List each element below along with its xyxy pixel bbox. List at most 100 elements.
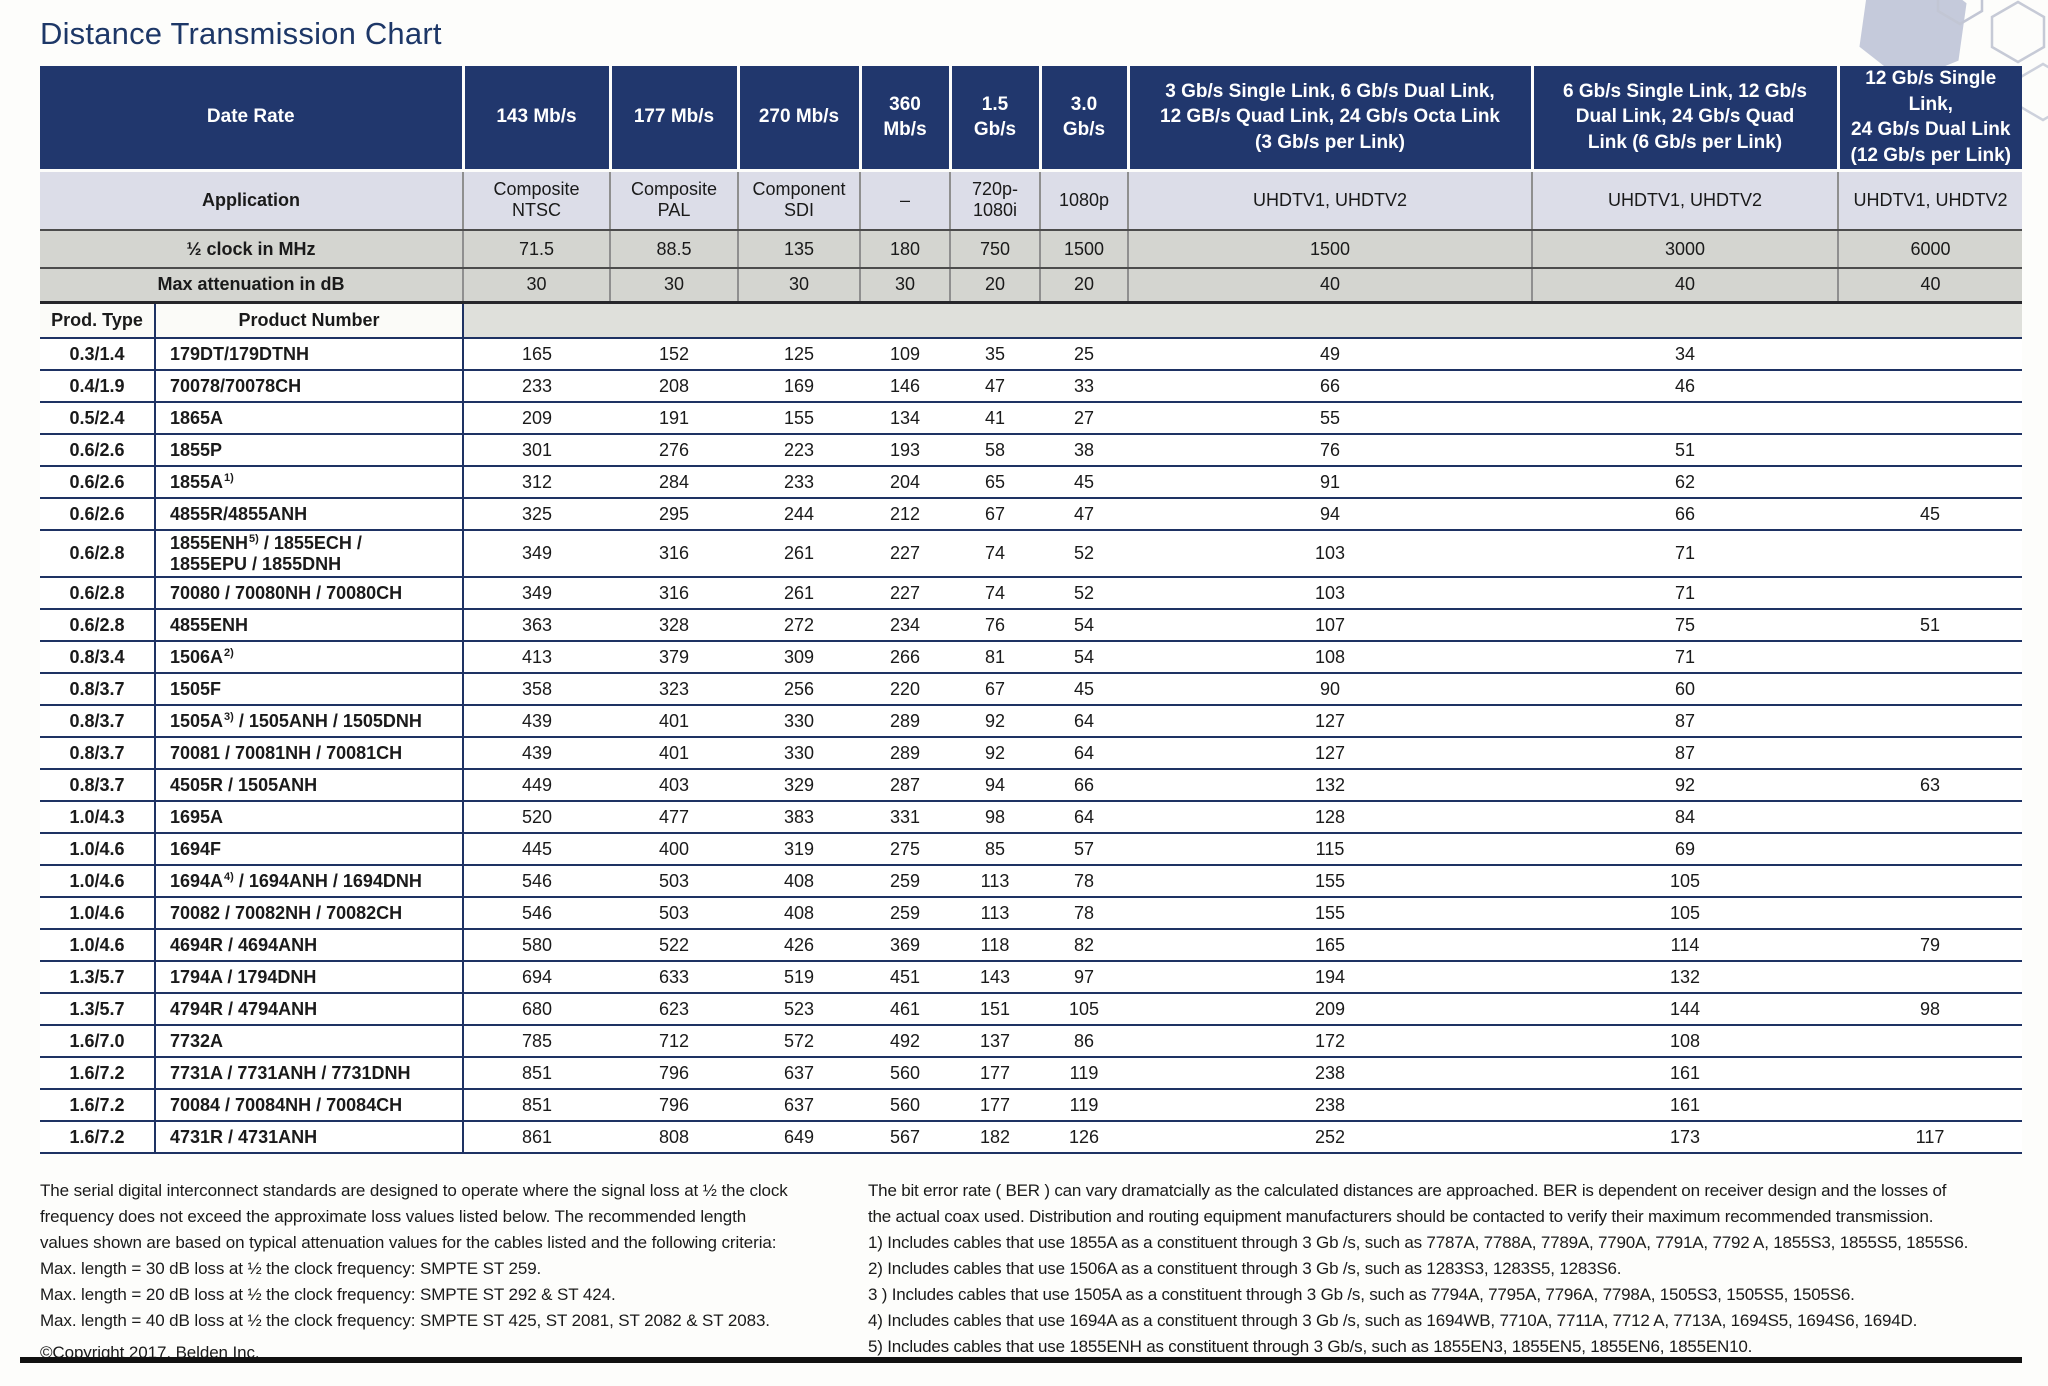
distance-value-cell: 47 — [1040, 498, 1128, 532]
product-name: 4855ENH — [170, 615, 249, 636]
distance-value-cell: 113 — [950, 897, 1040, 931]
distance-value-cell: 128 — [1128, 801, 1532, 835]
distance-value-cell: 316 — [610, 577, 738, 611]
prod-type-cell: 0.8/3.7 — [40, 737, 156, 771]
distance-value-cell: 261 — [738, 530, 860, 579]
distance-value-cell: 383 — [738, 801, 860, 835]
distance-value-cell — [1838, 961, 2022, 995]
distance-value-cell: 155 — [738, 402, 860, 436]
product-number-cell: 1794A / 1794DNH — [155, 961, 464, 995]
distance-value-cell: 227 — [860, 530, 950, 579]
prod-type-cell: 0.3/1.4 — [40, 338, 156, 372]
distance-value-cell: 45 — [1040, 466, 1128, 500]
product-number-cell: 1506A2) — [155, 641, 464, 675]
distance-value-cell: 66 — [1532, 498, 1838, 532]
distance-value-cell: 712 — [610, 1025, 738, 1059]
product-name: 1695A — [170, 807, 224, 828]
table-row: 0.3/1.4 179DT/179DTNH 165 152 125 109 35 25 49 34 — [40, 338, 2022, 372]
distance-value-cell: 287 — [860, 769, 950, 803]
distance-value-cell: 119 — [1040, 1089, 1128, 1123]
product-number-cell: 1855ENH5) / 1855ECH / 1855EPU / 1855DNH — [155, 530, 464, 579]
distance-value-cell: 54 — [1040, 609, 1128, 643]
prod-type-cell: 1.0/4.6 — [40, 929, 156, 963]
prod-type-cell: 0.8/3.4 — [40, 641, 156, 675]
prod-type-cell: 0.6/2.6 — [40, 466, 156, 500]
header-prod-type: Prod. Type — [40, 302, 156, 340]
distance-value-cell: 165 — [463, 338, 610, 372]
distance-value-cell: 461 — [860, 993, 950, 1027]
column-application: Composite PAL — [610, 170, 739, 232]
distance-value-cell: 403 — [610, 769, 738, 803]
distance-value-cell: 523 — [738, 993, 860, 1027]
column-half-clock: 750 — [950, 230, 1041, 270]
product-name: 1865A — [170, 407, 224, 428]
distance-value-cell: 134 — [860, 402, 950, 436]
distance-value-cell: 349 — [463, 530, 610, 579]
distance-value-cell: 182 — [950, 1121, 1040, 1155]
distance-value-cell: 349 — [463, 577, 610, 611]
distance-value-cell: 63 — [1838, 769, 2022, 803]
product-number-cell: 7732A — [155, 1025, 464, 1059]
distance-value-cell: 79 — [1838, 929, 2022, 963]
distance-value-cell: 244 — [738, 498, 860, 532]
distance-value-cell: 58 — [950, 434, 1040, 468]
product-number-cell: 4505R / 1505ANH — [155, 769, 464, 803]
column-max-attenuation: 40 — [1532, 268, 1839, 304]
distance-value-cell: 522 — [610, 929, 738, 963]
distance-value-cell: 161 — [1532, 1057, 1838, 1091]
distance-value-cell: 572 — [738, 1025, 860, 1059]
column-half-clock: 1500 — [1128, 230, 1533, 270]
distance-value-cell: 45 — [1040, 673, 1128, 707]
product-name: 70078/70078CH — [170, 375, 302, 396]
column-max-attenuation: 30 — [860, 268, 951, 304]
distance-value-cell: 413 — [463, 641, 610, 675]
product-name: 1855P — [170, 439, 223, 460]
column-header-rate: 6 Gb/s Single Link, 12 Gb/s Dual Link, 2… — [1532, 66, 1840, 172]
distance-value-cell: 103 — [1128, 577, 1532, 611]
distance-value-cell: 808 — [610, 1121, 738, 1155]
distance-value-cell: 84 — [1532, 801, 1838, 835]
column-application: UHDTV1, UHDTV2 — [1128, 170, 1533, 232]
distance-value-cell: 519 — [738, 961, 860, 995]
prod-type-cell: 0.8/3.7 — [40, 673, 156, 707]
distance-value-cell: 98 — [950, 801, 1040, 835]
footnote-line: 5) Includes cables that use 1855ENH as c… — [868, 1337, 1753, 1356]
column-half-clock: 88.5 — [610, 230, 739, 270]
distance-value-cell: 87 — [1532, 705, 1838, 739]
distance-value-cell: 194 — [1128, 961, 1532, 995]
page-title: Distance Transmission Chart — [40, 16, 442, 51]
prod-type-cell: 0.6/2.8 — [40, 577, 156, 611]
distance-value-cell: 325 — [463, 498, 610, 532]
hexagon-outline-medium — [1990, 0, 2046, 64]
distance-value-cell: 52 — [1040, 577, 1128, 611]
footnote-line: 3 ) Includes cables that use 1505A as a … — [868, 1285, 1855, 1304]
distance-value-cell: 45 — [1838, 498, 2022, 532]
prod-type-cell: 0.8/3.7 — [40, 705, 156, 739]
prod-type-cell: 1.0/4.6 — [40, 865, 156, 899]
distance-value-cell: 66 — [1040, 769, 1128, 803]
distance-value-cell: 137 — [950, 1025, 1040, 1059]
distance-value-cell — [1532, 402, 1838, 436]
table-row: 0.8/3.7 4505R / 1505ANH 449 403 329 287 94 66 13… — [40, 769, 2022, 803]
table-row: 1.6/7.2 70084 / 70084NH / 70084CH 851 796 63… — [40, 1089, 2022, 1123]
product-name: 1694A — [170, 871, 224, 892]
distance-value-cell: 580 — [463, 929, 610, 963]
product-number-cell: 4794R / 4794ANH — [155, 993, 464, 1027]
distance-value-cell: 108 — [1532, 1025, 1838, 1059]
distance-value-cell: 82 — [1040, 929, 1128, 963]
distance-value-cell: 193 — [860, 434, 950, 468]
product-number-cell: 179DT/179DTNH — [155, 338, 464, 372]
distance-value-cell: 233 — [738, 466, 860, 500]
prod-type-cell: 0.8/3.7 — [40, 769, 156, 803]
product-number-cell: 4855ENH — [155, 609, 464, 643]
product-name: 4731R / 4731ANH — [170, 1127, 318, 1148]
distance-value-cell: 71 — [1532, 577, 1838, 611]
table-row: 1.0/4.3 1695A 520 477 383 331 98 64 128 84 — [40, 801, 2022, 835]
distance-value-cell: 60 — [1532, 673, 1838, 707]
header-product-number: Product Number — [155, 302, 464, 340]
distance-value-cell — [1838, 737, 2022, 771]
table-row: 0.5/2.4 1865A 209 191 155 134 41 27 55 — [40, 402, 2022, 436]
distance-value-cell: 451 — [860, 961, 950, 995]
product-number-cell: 70080 / 70080NH / 70080CH — [155, 577, 464, 611]
prod-type-cell: 1.6/7.2 — [40, 1121, 156, 1155]
